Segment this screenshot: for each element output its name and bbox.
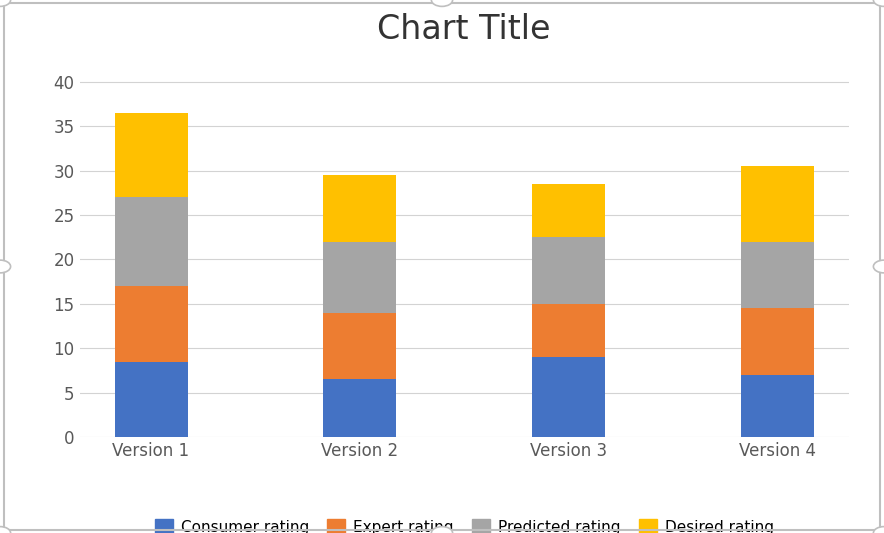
Bar [532, 237, 605, 304]
Bar [115, 113, 187, 197]
Bar [532, 357, 605, 437]
Bar [324, 175, 396, 241]
Bar [741, 308, 813, 375]
Bar [741, 375, 813, 437]
Bar [115, 361, 187, 437]
Bar [741, 166, 813, 241]
Bar [532, 184, 605, 237]
Bar [324, 379, 396, 437]
Title: Chart Title: Chart Title [377, 13, 551, 46]
Bar [741, 241, 813, 308]
Bar [324, 313, 396, 379]
Bar [324, 241, 396, 313]
Bar [532, 304, 605, 357]
Bar [115, 286, 187, 361]
Legend: Consumer rating, Expert rating, Predicted rating, Desired rating: Consumer rating, Expert rating, Predicte… [147, 512, 781, 533]
Bar [115, 197, 187, 286]
